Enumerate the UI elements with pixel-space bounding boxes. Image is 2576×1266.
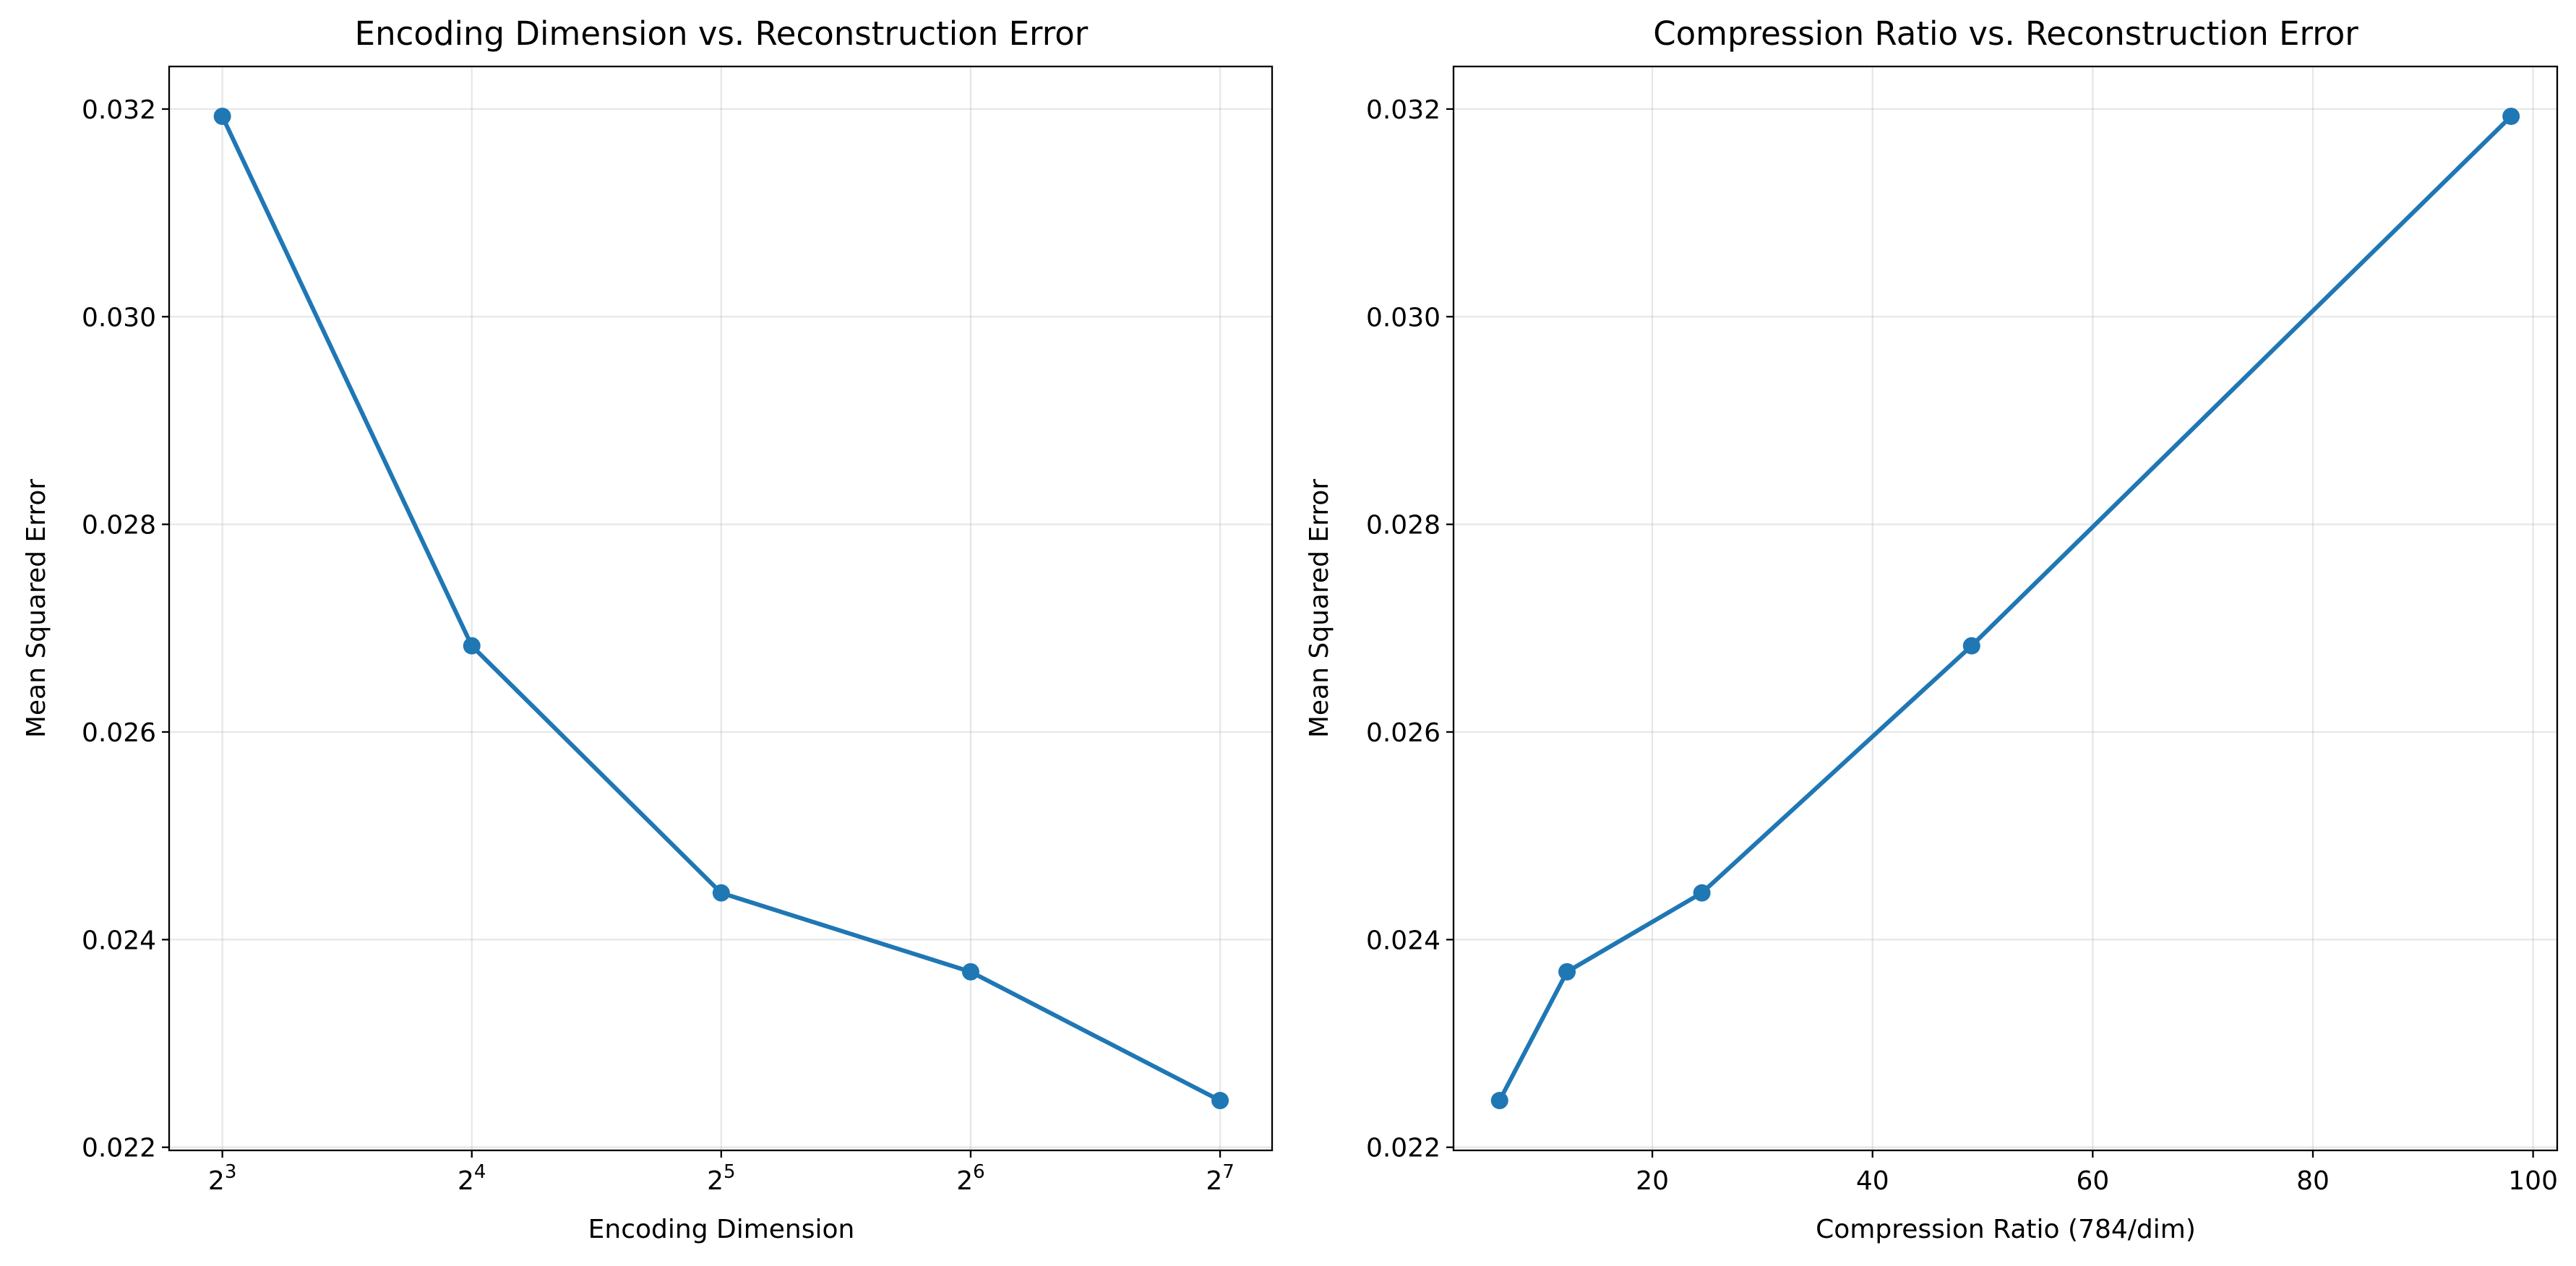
y-tick-label: 0.026 <box>1366 718 1441 748</box>
x-tick-exponent: 4 <box>474 1161 486 1183</box>
y-axis-label: Mean Squared Error <box>22 479 51 738</box>
y-tick-label: 0.022 <box>1366 1134 1441 1163</box>
y-tick-label: 0.024 <box>1366 926 1441 955</box>
data-point <box>463 637 481 655</box>
x-tick-label: 27 <box>1206 1161 1234 1196</box>
x-axis-ticks: 20 40 60 80 100 <box>1636 1150 2558 1196</box>
encoding-dimension-chart: Encoding Dimension vs. Reconstruction Er… <box>22 14 1274 1244</box>
x-tick-base: 2 <box>208 1166 225 1196</box>
y-tick-label: 0.032 <box>82 95 156 125</box>
plot-area <box>1452 65 2559 1152</box>
chart-title: Compression Ratio vs. Reconstruction Err… <box>1653 14 2358 53</box>
y-axis-ticks: 0.022 0.024 0.026 0.028 0.030 0.032 <box>1366 95 1454 1163</box>
x-axis-ticks: 23 24 25 26 27 <box>208 1150 1235 1196</box>
compression-ratio-chart: Compression Ratio vs. Reconstruction Err… <box>1305 14 2559 1244</box>
y-tick-label: 0.028 <box>82 511 156 541</box>
data-point <box>213 107 231 125</box>
x-tick-exponent: 6 <box>973 1161 985 1183</box>
x-tick-label: 24 <box>458 1161 486 1196</box>
data-point <box>1490 1092 1508 1110</box>
x-tick-label: 23 <box>208 1161 236 1196</box>
x-tick-label: 20 <box>1636 1166 1669 1196</box>
data-point <box>712 884 730 902</box>
x-axis-label: Compression Ratio (784/dim) <box>1816 1215 2196 1244</box>
x-tick-exponent: 3 <box>225 1161 237 1183</box>
y-tick-label: 0.032 <box>1366 95 1441 125</box>
y-tick-label: 0.022 <box>82 1134 156 1163</box>
y-tick-label: 0.030 <box>82 303 156 332</box>
data-point <box>1693 884 1711 902</box>
data-point <box>961 963 979 981</box>
y-tick-label: 0.026 <box>82 718 156 748</box>
y-tick-label: 0.030 <box>1366 303 1441 332</box>
series-line <box>1496 113 2515 1104</box>
y-tick-label: 0.028 <box>1366 511 1441 541</box>
x-tick-base: 2 <box>1206 1166 1222 1196</box>
y-axis-ticks: 0.022 0.024 0.026 0.028 0.030 0.032 <box>82 95 169 1163</box>
x-tick-label: 100 <box>2508 1166 2558 1196</box>
x-tick-exponent: 7 <box>1222 1161 1235 1183</box>
data-point <box>1962 637 1980 655</box>
grid <box>169 66 1272 1150</box>
x-tick-exponent: 5 <box>724 1161 736 1183</box>
y-axis-label: Mean Squared Error <box>1305 479 1334 738</box>
x-tick-label: 25 <box>707 1161 735 1196</box>
data-point <box>2502 107 2520 125</box>
data-point <box>1558 963 1576 981</box>
y-tick-label: 0.024 <box>82 926 156 955</box>
x-tick-label: 40 <box>1856 1166 1889 1196</box>
series <box>1490 107 2520 1110</box>
x-axis-label: Encoding Dimension <box>588 1215 855 1244</box>
x-tick-base: 2 <box>956 1166 973 1196</box>
series <box>213 107 1229 1110</box>
data-point <box>1211 1092 1229 1110</box>
x-tick-label: 60 <box>2076 1166 2109 1196</box>
x-tick-base: 2 <box>707 1166 724 1196</box>
x-tick-label: 80 <box>2296 1166 2330 1196</box>
grid <box>1454 66 2557 1150</box>
x-tick-base: 2 <box>458 1166 474 1196</box>
chart-title: Encoding Dimension vs. Reconstruction Er… <box>355 14 1089 53</box>
x-tick-label: 26 <box>956 1161 984 1196</box>
